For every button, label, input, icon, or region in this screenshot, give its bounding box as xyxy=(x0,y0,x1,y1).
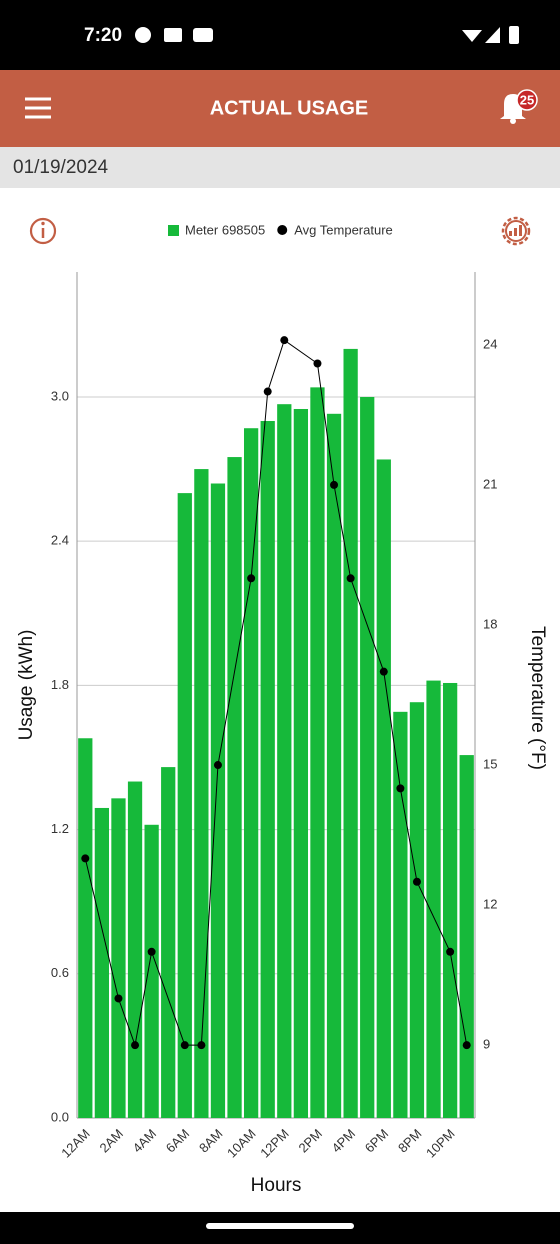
y-tick-label: 1.8 xyxy=(51,677,69,692)
temperature-line xyxy=(84,339,468,1048)
bar xyxy=(227,457,242,1118)
bar xyxy=(260,421,275,1118)
y-tick-label: 0.6 xyxy=(51,965,69,980)
y2-tick-label: 24 xyxy=(483,336,497,351)
temperature-point xyxy=(81,854,90,863)
menu-button[interactable] xyxy=(25,97,51,119)
temperature-point xyxy=(462,1041,471,1050)
date-label: 01/19/2024 xyxy=(13,157,109,178)
bar xyxy=(310,387,325,1118)
home-handle[interactable] xyxy=(206,1223,354,1229)
bar xyxy=(210,483,226,1118)
legend-swatch xyxy=(168,225,179,236)
temperature-point xyxy=(280,336,289,345)
y2-tick-label: 15 xyxy=(483,756,497,771)
notification-badge: 25 xyxy=(520,92,534,107)
status-icons xyxy=(135,26,519,44)
temperature-point xyxy=(330,480,339,489)
temperature-point xyxy=(412,877,421,886)
legend-label: Meter 698505 xyxy=(185,222,265,237)
y2-tick-label: 18 xyxy=(483,616,497,631)
bar xyxy=(177,493,192,1118)
bar xyxy=(426,680,441,1118)
bar xyxy=(393,711,408,1118)
temperature-point xyxy=(396,784,405,793)
bar xyxy=(277,404,292,1118)
legend-label: Avg Temperature xyxy=(294,222,393,237)
temperature-point xyxy=(197,1041,206,1050)
bar xyxy=(409,702,425,1118)
y-axis-label: Usage (kWh) xyxy=(16,630,37,741)
app-header xyxy=(0,70,560,147)
info-button[interactable] xyxy=(29,217,57,245)
y2-tick-label: 21 xyxy=(483,476,497,491)
date-bar xyxy=(0,147,560,188)
y2-tick-label: 9 xyxy=(483,1037,490,1052)
status-time: 7:20 xyxy=(84,25,122,46)
bar xyxy=(293,408,309,1118)
y2-tick-label: 12 xyxy=(483,897,497,912)
bar xyxy=(161,767,176,1118)
bar xyxy=(78,738,93,1118)
x-axis-label: Hours xyxy=(251,1175,302,1196)
y-tick-label: 0.0 xyxy=(51,1109,69,1124)
bar xyxy=(194,469,209,1118)
temperature-point xyxy=(446,947,455,956)
y-tick-label: 1.2 xyxy=(51,821,69,836)
legend-swatch xyxy=(277,225,288,235)
temperature-point xyxy=(213,761,222,770)
y-tick-label: 3.0 xyxy=(51,388,69,403)
temperature-point xyxy=(346,574,355,583)
y-tick-label: 2.4 xyxy=(51,533,69,548)
bar xyxy=(326,413,342,1118)
bar xyxy=(111,798,126,1118)
temperature-point xyxy=(147,947,156,956)
bar xyxy=(442,682,458,1118)
header-title: ACTUAL USAGE xyxy=(210,97,369,119)
bar xyxy=(459,755,474,1118)
chart-settings-button[interactable] xyxy=(501,216,531,246)
bar xyxy=(376,459,391,1118)
temperature-point xyxy=(247,574,256,583)
temperature-point xyxy=(131,1041,140,1050)
bar xyxy=(343,348,358,1119)
bar xyxy=(144,824,159,1118)
temperature-point xyxy=(313,359,322,368)
bar xyxy=(243,428,259,1119)
bar xyxy=(94,807,110,1118)
temperature-point xyxy=(379,667,388,676)
y2-axis-label: Temperature (°F) xyxy=(527,626,548,770)
bar xyxy=(127,781,143,1118)
temperature-point xyxy=(114,994,123,1003)
temperature-point xyxy=(180,1041,189,1050)
bar xyxy=(360,396,375,1118)
temperature-point xyxy=(263,387,272,396)
notification-button[interactable]: 25 xyxy=(500,89,538,124)
